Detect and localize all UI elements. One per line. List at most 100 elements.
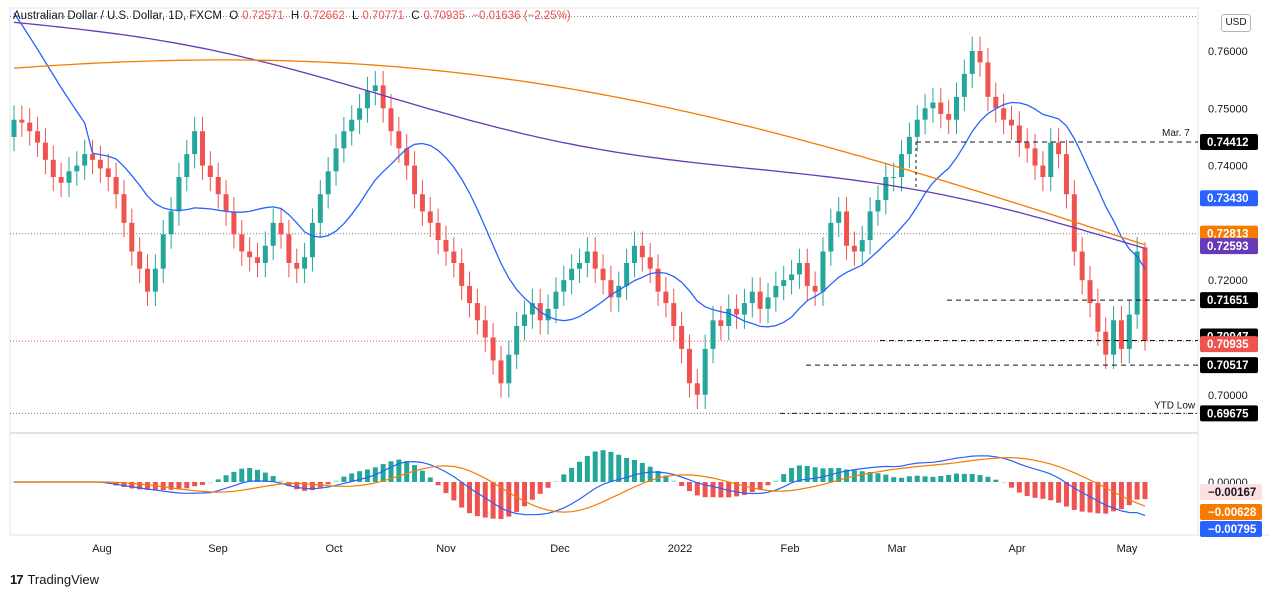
candle-body [192,131,198,155]
candle-body [270,222,276,246]
candle-body [616,285,622,298]
tradingview-watermark[interactable]: 17 TradingView [10,572,99,587]
macd-histogram-bar [522,482,528,507]
macd-histogram-bar [946,474,952,482]
price-axis-tick: 0.72000 [1208,275,1248,287]
macd-histogram-bar [412,465,418,482]
price-axis-tick: 0.75000 [1208,103,1248,115]
macd-histogram-bar [859,471,865,482]
candle-body [412,165,418,195]
macd-histogram-bar [1032,482,1038,498]
time-axis-label: Dec [550,543,570,555]
macd-histogram-bar [686,482,692,492]
candle-body [726,308,732,326]
candle-body [459,262,465,286]
macd-histogram-bar [922,476,928,482]
candle-body [184,154,190,178]
macd-histogram-bar [506,482,512,517]
candle-body [1001,108,1007,120]
macd-histogram-bar [498,482,504,520]
macd-histogram-bar [262,472,268,482]
candle-body [522,314,528,326]
price-label-bg [1200,357,1258,374]
macd-histogram-bar [765,482,771,486]
macd-histogram-bar [121,482,127,488]
macd-histogram-bar [1079,482,1085,512]
macd-histogram-bar [333,480,339,482]
macd-histogram-bar [867,472,873,482]
macd-histogram-bar [443,482,449,494]
time-axis-label: Feb [781,543,800,555]
macd-histogram-bar [569,467,575,482]
candle-body [608,280,614,298]
candle-body [247,251,253,258]
macd-histogram-bar [529,482,535,500]
macd-histogram-bar [1126,482,1132,506]
macd-histogram-bar [207,482,213,484]
macd-histogram-bar [993,479,999,482]
candle-body [380,85,386,109]
macd-histogram-bar [270,476,276,482]
candle-body [490,337,496,361]
price-axis-tick: 0.74000 [1208,161,1248,173]
candle-body [796,262,802,275]
candle-body [200,131,205,166]
macd-histogram-bar [891,477,897,482]
macd-histogram-bar [655,470,661,482]
macd-histogram-bar [561,474,567,482]
candle-body [419,194,425,212]
macd-histogram-bar [200,482,205,485]
price-label-text: 0.72593 [1207,241,1249,253]
candle-body [498,360,504,384]
candle-body [749,291,755,304]
macd-histogram-bar [364,469,370,482]
macd-histogram-bar [985,476,991,482]
macd-histogram-bar [1071,482,1077,510]
macd-histogram-bar [1103,482,1109,514]
currency-button[interactable]: USD [1221,14,1251,32]
candle-body [1087,280,1093,304]
macd-histogram-bar [584,456,590,482]
candle-body [404,148,410,166]
macd-histogram-bar [223,475,229,482]
macd-histogram-bar [419,470,425,482]
candle-body [451,251,457,263]
candle-body [35,131,41,143]
price-axis-tick: 0.70000 [1208,390,1248,402]
macd-histogram-bar [954,473,959,482]
time-axis-label: Oct [325,543,342,555]
candle-body [765,297,771,309]
candle-body [27,122,33,132]
macd-histogram-bar [679,482,685,487]
candle-body [875,199,881,212]
macd-histogram-bar [160,482,166,491]
macd-histogram-bar [781,474,787,482]
macd-histogram-bar [577,461,582,482]
macd-histogram-bar [482,482,488,518]
candle-body [137,251,143,269]
macd-histogram-bar [710,482,716,498]
candle-body [647,257,653,269]
macd-value-label: −0.00795 [1200,521,1262,537]
macd-histogram-bar [490,482,496,519]
macd-histogram-bar [631,459,637,482]
candle-body [734,308,740,315]
price-label-bg [1200,405,1258,422]
macd-histogram-bar [1016,482,1022,493]
price-label-bg [1200,336,1258,353]
candle-body [231,211,237,235]
price-label: 0.74412 [1200,133,1258,150]
candle-body [789,274,795,281]
macd-label-bg [1200,484,1262,500]
candle-body [718,320,724,326]
candle-body [899,154,905,178]
macd-histogram-bar [254,469,260,482]
candle-body [836,211,842,223]
price-label: 0.72813 [1200,225,1258,242]
macd-histogram-bar [168,482,174,490]
macd-histogram-bar [600,450,606,482]
time-axis-label: Sep [208,543,228,555]
macd-histogram-bar [671,480,677,482]
candle-body [74,165,80,172]
